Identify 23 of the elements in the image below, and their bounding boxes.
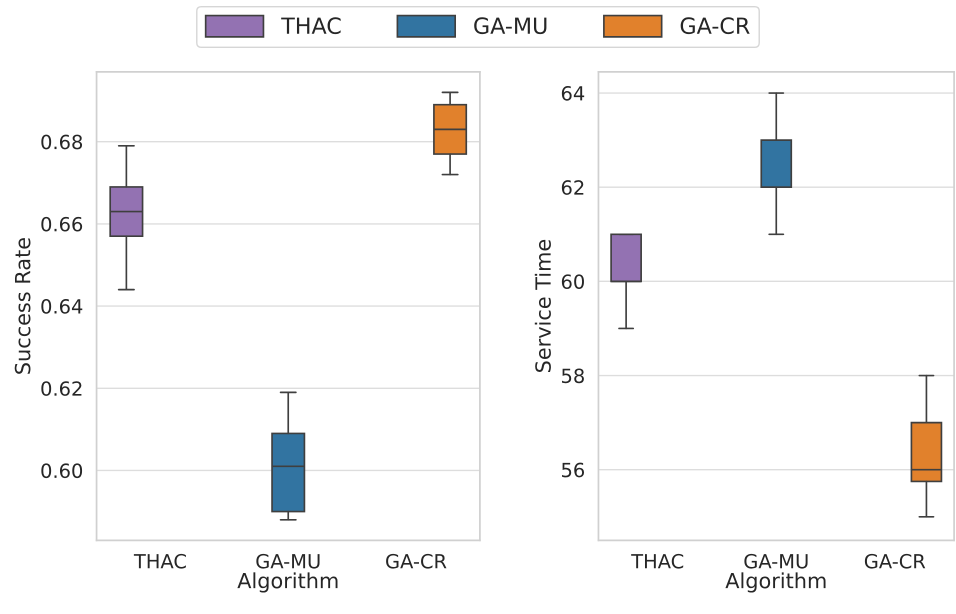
x-axis-title: Algorithm <box>237 572 338 592</box>
y-tick-label: 62 <box>562 180 584 195</box>
legend-label: GA-CR <box>680 17 750 34</box>
x-tick-label: GA-MU <box>256 554 320 569</box>
y-axis-title: Service Time <box>534 240 551 372</box>
y-tick-label: 0.60 <box>41 463 82 478</box>
x-axis-title: Algorithm <box>725 572 826 592</box>
y-tick-label: 0.66 <box>41 216 82 232</box>
y-tick-label: 0.62 <box>41 381 82 396</box>
y-tick-label: 0.68 <box>41 134 82 150</box>
y-axis-title: Success Rate <box>14 238 30 374</box>
y-tick-label: 60 <box>562 274 584 290</box>
x-tick-label: GA-CR <box>864 554 926 569</box>
x-tick-label: THAC <box>631 554 684 569</box>
legend-label: THAC <box>281 17 341 34</box>
y-tick-label: 58 <box>562 368 584 384</box>
y-tick-label: 64 <box>562 86 584 101</box>
x-tick-label: THAC <box>134 554 186 569</box>
x-tick-label: GA-CR <box>386 554 446 569</box>
y-tick-label: 56 <box>562 462 584 478</box>
legend-label: GA-MU <box>474 17 546 34</box>
y-tick-label: 0.64 <box>41 299 82 314</box>
x-tick-label: GA-MU <box>744 554 808 569</box>
